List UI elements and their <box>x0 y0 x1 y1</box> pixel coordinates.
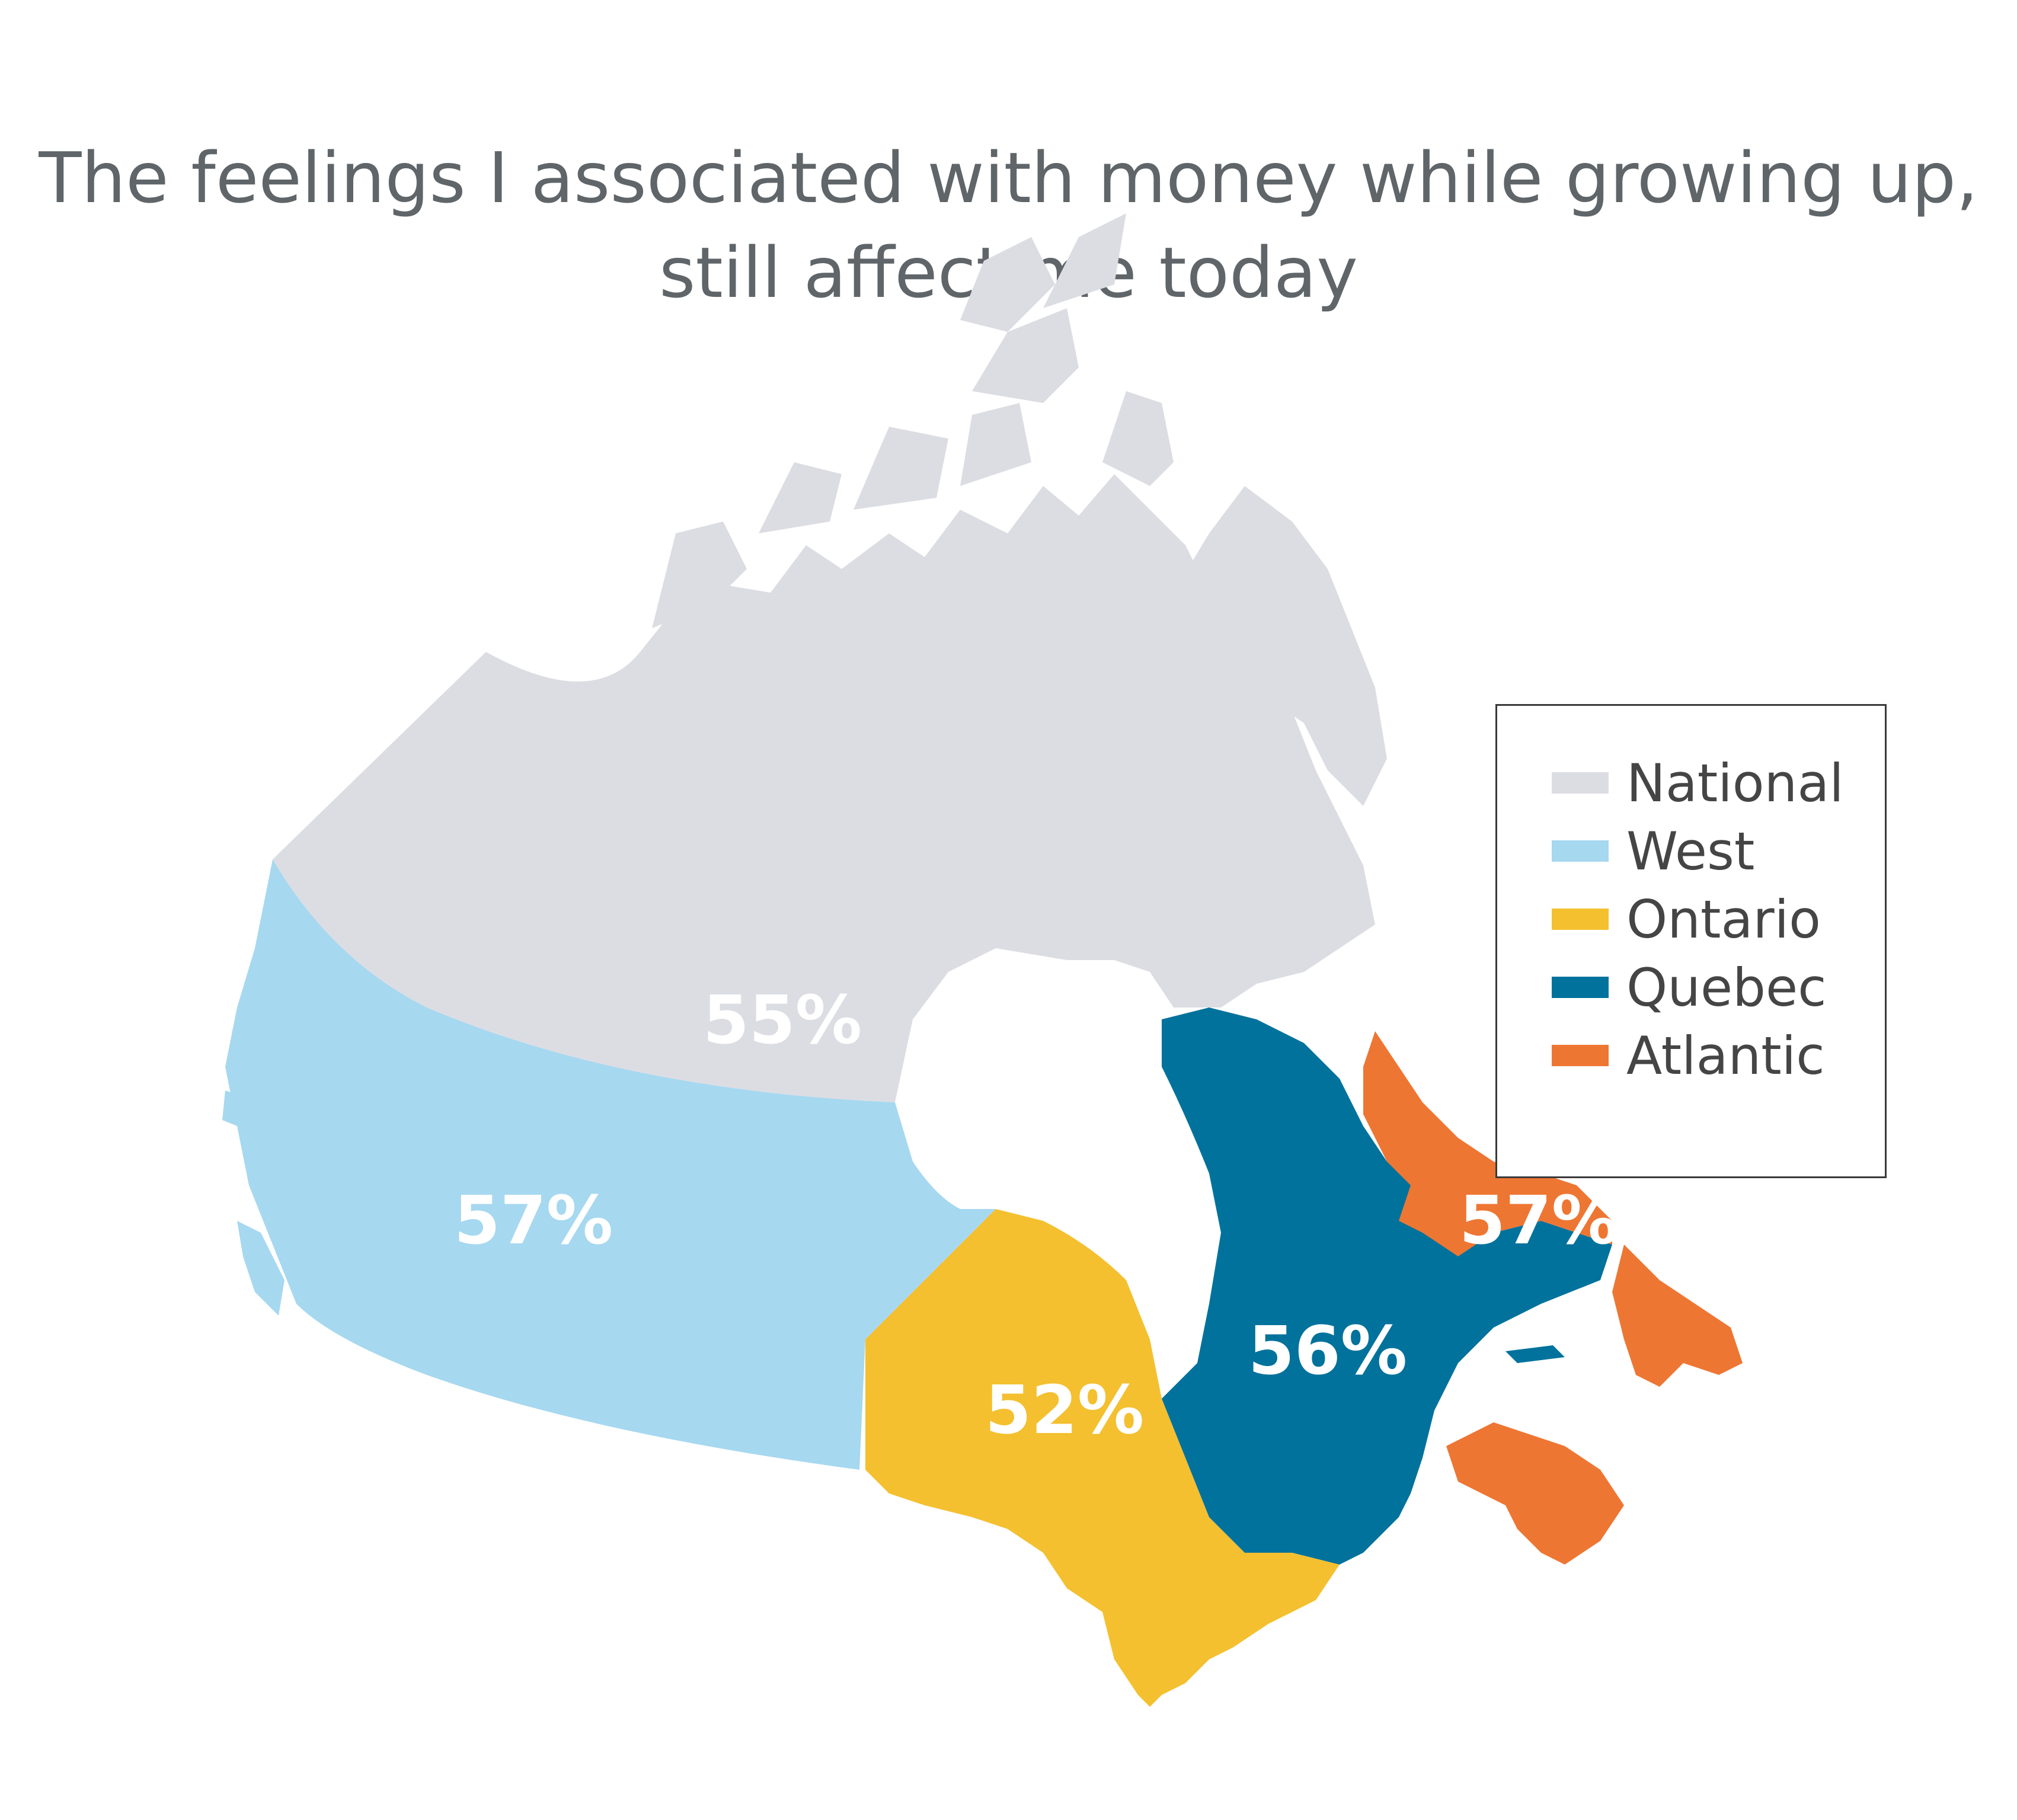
legend-label-west: West <box>1626 820 1755 882</box>
region-west <box>225 859 996 1470</box>
legend-swatch-quebec <box>1552 977 1609 998</box>
region-national-island-7 <box>960 237 1055 332</box>
legend-swatch-ontario <box>1552 909 1609 930</box>
legend-label-ontario: Ontario <box>1626 888 1821 950</box>
legend-item-ontario: Ontario <box>1552 888 1821 950</box>
region-national <box>273 213 1387 1102</box>
region-west-vancouver-island <box>237 1221 285 1316</box>
region-national-island-2 <box>759 462 842 533</box>
label-atlantic: 57% <box>1459 1182 1618 1259</box>
label-quebec: 56% <box>1248 1313 1407 1390</box>
region-atlantic-maritimes <box>1446 1422 1624 1565</box>
region-quebec-anticosti <box>1505 1345 1565 1363</box>
legend-swatch-west <box>1552 840 1609 862</box>
legend-label-national: National <box>1626 752 1844 814</box>
legend-item-national: National <box>1552 752 1844 814</box>
region-national-island-6 <box>1043 213 1126 308</box>
region-atlantic-newfoundland <box>1612 1245 1743 1387</box>
map-title-line-1: The feelings I associated with money whi… <box>39 137 1978 219</box>
legend-item-quebec: Quebec <box>1552 957 1827 1018</box>
label-ontario: 52% <box>985 1372 1144 1449</box>
region-national-mainland <box>273 474 1375 1102</box>
region-atlantic-labrador <box>1363 1031 1612 1256</box>
region-national-island-1 <box>652 522 747 628</box>
region-national-southampton <box>1055 806 1126 865</box>
label-national: 55% <box>703 982 862 1059</box>
hudson-bay <box>913 991 1213 1375</box>
legend-swatch-atlantic <box>1552 1045 1609 1066</box>
legend-item-atlantic: Atlantic <box>1552 1025 1825 1086</box>
region-west-haida-gwaii <box>222 1090 243 1126</box>
legend-item-west: West <box>1552 820 1755 882</box>
region-national-island-4 <box>960 403 1031 486</box>
legend-label-atlantic: Atlantic <box>1626 1025 1825 1086</box>
legend: National West Ontario Quebec Atlantic <box>1495 704 1887 1178</box>
region-national-baffin <box>1174 486 1387 806</box>
region-national-island-3 <box>854 427 948 510</box>
region-ontario <box>865 1209 1340 1707</box>
james-bay <box>1150 1262 1203 1375</box>
legend-swatch-national <box>1552 772 1609 794</box>
label-west: 57% <box>454 1182 613 1259</box>
region-national-island-5 <box>972 308 1079 403</box>
legend-label-quebec: Quebec <box>1626 957 1827 1018</box>
region-atlantic <box>1363 1031 1743 1565</box>
region-national-island-8 <box>1102 391 1174 486</box>
region-quebec <box>1162 1007 1612 1565</box>
